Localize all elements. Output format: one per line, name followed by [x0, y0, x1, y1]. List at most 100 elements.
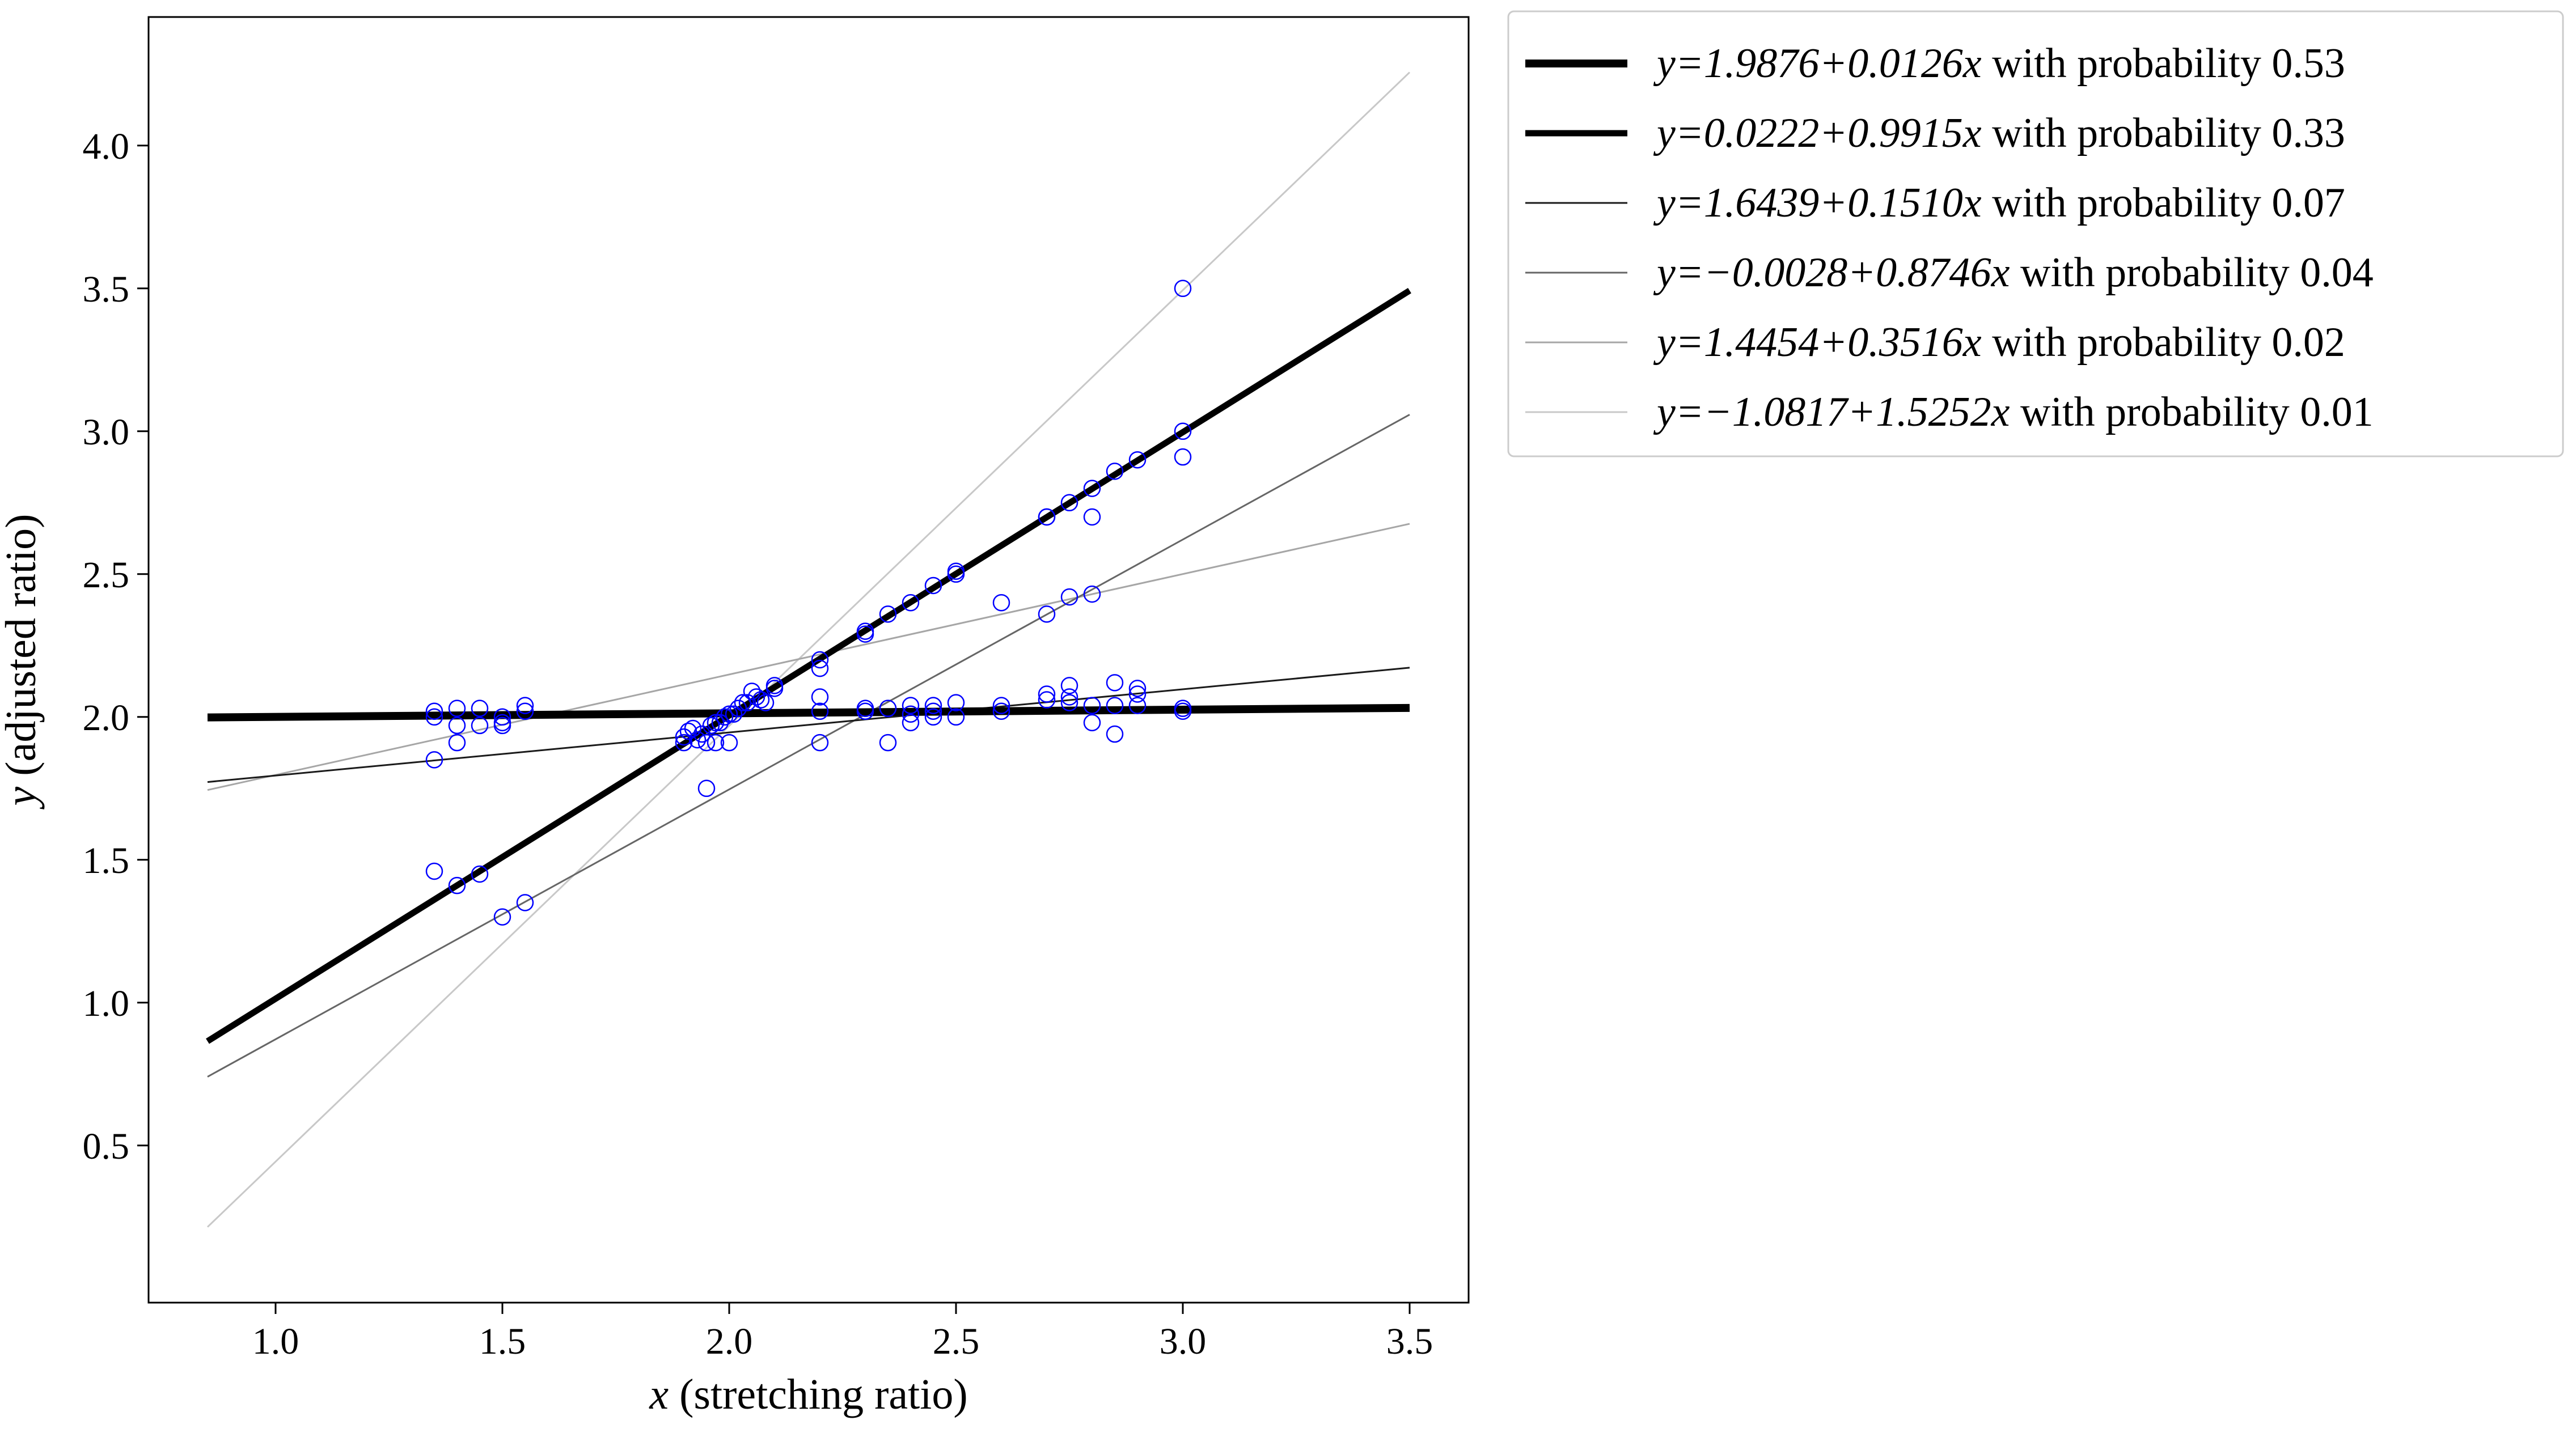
data-point: [1174, 422, 1192, 440]
regression-lines: [206, 71, 1411, 1228]
data-point: [679, 722, 697, 740]
plot-background: [149, 17, 1469, 1303]
y-tick-label: 2.0: [83, 697, 130, 739]
data-point: [1038, 605, 1056, 623]
data-point: [856, 702, 874, 720]
legend: y=1.9876+0.0126 x with probability 0.53 y=…: [1507, 10, 2564, 457]
data-point: [811, 659, 829, 677]
legend-equation: y=1.4454+0.3516: [1653, 319, 1963, 366]
data-point: [1128, 680, 1147, 697]
data-point: [702, 716, 720, 735]
legend-equation: y=1.9876+0.0126: [1653, 40, 1963, 87]
data-point: [992, 702, 1010, 720]
data-point: [425, 862, 443, 880]
data-point: [947, 708, 965, 726]
data-point: [1106, 725, 1124, 743]
data-point: [516, 702, 534, 720]
data-point: [493, 908, 511, 926]
data-point: [992, 593, 1010, 612]
legend-variable: x: [1991, 249, 2010, 296]
data-point: [684, 719, 702, 737]
x-tick-label: 3.5: [1386, 1321, 1433, 1362]
legend-box: [1507, 10, 2564, 457]
data-point: [448, 699, 466, 717]
regression-line-6: [206, 71, 1411, 1228]
data-point: [811, 688, 829, 706]
data-point: [811, 734, 829, 752]
data-point: [516, 697, 534, 714]
data-point: [924, 702, 942, 720]
data-point: [1106, 674, 1124, 692]
y-tick-label: 2.5: [83, 554, 130, 596]
regression-line-2: [206, 287, 1411, 1044]
data-point: [1060, 588, 1078, 606]
data-point: [1083, 714, 1101, 732]
data-point: [1174, 702, 1192, 720]
data-point: [738, 694, 756, 711]
data-point: [902, 593, 920, 612]
data-point: [448, 876, 466, 894]
data-point: [924, 697, 942, 714]
data-point: [1060, 688, 1078, 706]
data-point: [1038, 691, 1056, 709]
data-point: [1038, 508, 1056, 526]
data-point: [992, 697, 1010, 714]
data-point: [471, 699, 489, 717]
data-point: [711, 714, 729, 732]
y-tick-label: 3.0: [83, 412, 130, 453]
x-axis-label-text: (stretching ratio): [669, 1371, 968, 1418]
data-point: [902, 697, 920, 714]
y-axis-label-text: (adjusted ratio): [0, 514, 45, 787]
data-point: [448, 716, 466, 735]
y-tick-label: 0.5: [83, 1126, 130, 1167]
legend-probability: with probability 0.04: [2010, 249, 2374, 296]
data-point: [1106, 463, 1124, 480]
data-point: [879, 699, 897, 717]
data-point: [811, 651, 829, 669]
data-point: [811, 702, 829, 720]
data-point: [947, 565, 965, 583]
data-point: [425, 708, 443, 726]
data-point: [697, 734, 716, 752]
data-point: [471, 865, 489, 883]
legend-variable: x: [1962, 319, 1982, 366]
x-tick-label: 1.0: [252, 1321, 299, 1362]
data-points: [425, 279, 1192, 926]
legend-probability: with probability 0.53: [1982, 40, 2345, 87]
legend-entries: y=1.9876+0.0126 x with probability 0.53 y=…: [1525, 40, 2374, 435]
data-point: [1060, 494, 1078, 512]
data-point: [879, 605, 897, 623]
legend-equation: y=0.0222+0.9915: [1653, 110, 1963, 156]
data-point: [448, 734, 466, 752]
plot-area: [147, 16, 1470, 1304]
x-axis-variable: x: [649, 1371, 669, 1418]
x-tick-label: 3.0: [1160, 1321, 1207, 1362]
legend-label-6: y=−1.0817+1.5252x with probability 0.01: [1653, 389, 2374, 435]
data-point: [1083, 508, 1101, 526]
regression-line-3: [207, 667, 1410, 783]
data-point: [747, 688, 765, 706]
legend-label-5: y=1.4454+0.3516x with probability 0.02: [1653, 319, 2345, 366]
data-point: [1038, 685, 1056, 703]
data-point: [1083, 697, 1101, 714]
data-point: [947, 694, 965, 711]
x-axis-ticks: 1.0 1.5 2.0 2.5 3.0 3.5: [252, 1303, 1433, 1362]
regression-line-1: [207, 703, 1410, 722]
data-point: [1060, 694, 1078, 711]
data-point: [697, 779, 716, 798]
data-point: [902, 705, 920, 723]
data-point: [856, 625, 874, 643]
data-point: [716, 708, 734, 726]
legend-variable: x: [1962, 180, 1982, 226]
legend-variable: x: [1962, 110, 1982, 156]
data-point: [1174, 448, 1192, 466]
data-point: [765, 677, 784, 694]
legend-probability: with probability 0.01: [2010, 389, 2374, 435]
legend-label-4: y=−0.0028+0.8746x with probability 0.04: [1653, 249, 2374, 296]
legend-equation: y=1.6439+0.1510: [1653, 180, 1963, 226]
data-point: [516, 894, 534, 911]
legend-label-3: y=1.6439+0.1510x with probability 0.07: [1653, 180, 2345, 226]
x-tick-label: 1.5: [479, 1321, 526, 1362]
y-axis-ticks: 0.5 1.0 1.5 2.0 2.5 3.0 3.5 4.0: [83, 126, 149, 1167]
data-point: [752, 691, 770, 709]
